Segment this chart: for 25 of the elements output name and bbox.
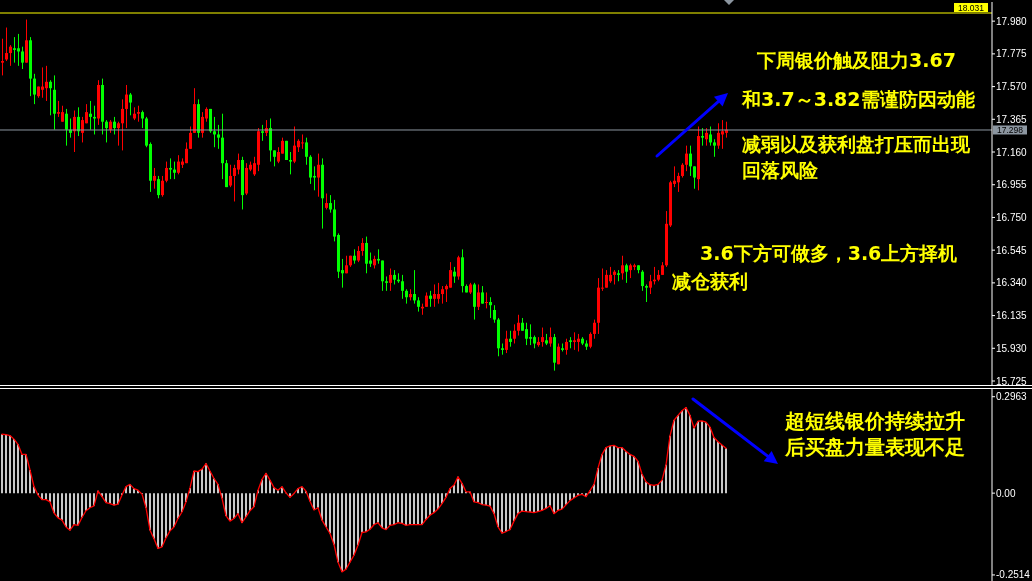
y-tick-label: 17.160: [996, 146, 1028, 158]
annotation: 下周银价触及阻力3.67: [757, 49, 956, 71]
y-tick-label: 17.570: [996, 81, 1028, 93]
y-tick-label: 16.955: [996, 179, 1028, 191]
annotation: 超短线银价持续拉升: [785, 409, 965, 433]
annotation: 后买盘力量表现不足: [785, 435, 965, 459]
y-tick-label: 17.365: [996, 113, 1028, 125]
y-tick-label: 15.725: [996, 375, 1028, 387]
annotation: 3.6下方可做多，3.6上方择机: [700, 242, 958, 264]
y-tick-label: 0.00: [996, 487, 1016, 499]
ref-line-label: 18.031: [958, 2, 985, 13]
y-tick-label: 17.775: [996, 48, 1028, 60]
y-tick-label: 16.545: [996, 244, 1028, 256]
ref-line-label: 17.298: [997, 124, 1024, 135]
y-tick-label: 16.750: [996, 211, 1028, 223]
y-tick-label: 16.135: [996, 310, 1028, 322]
annotation: 减弱以及获利盘打压而出现: [742, 133, 970, 155]
annotation: 和3.7～3.82需谨防因动能: [742, 88, 975, 110]
y-tick-label: 16.340: [996, 277, 1028, 289]
y-tick-label: 15.930: [996, 342, 1028, 354]
annotation: 回落风险: [742, 159, 818, 181]
y-tick-label: 0.2963: [996, 391, 1028, 403]
y-tick-label: -0.2514: [996, 569, 1031, 581]
y-tick-label: 17.980: [996, 15, 1028, 27]
annotation: 减仓获利: [672, 270, 748, 292]
